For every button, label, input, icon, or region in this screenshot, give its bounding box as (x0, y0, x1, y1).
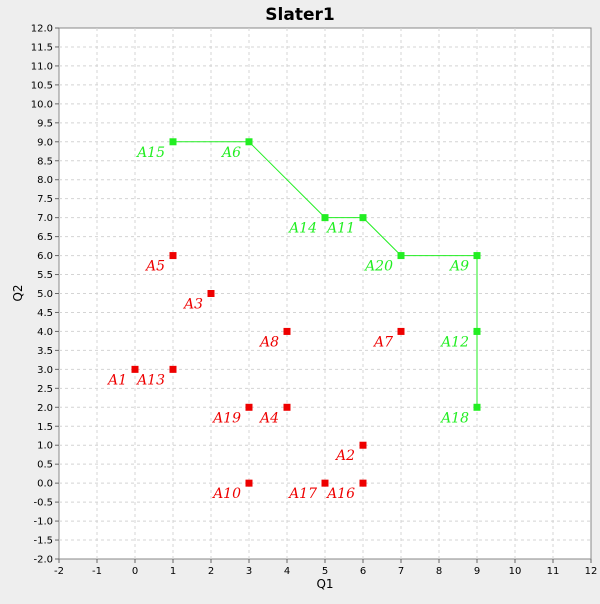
y-tick-label: -1.0 (33, 517, 53, 528)
y-axis-label: Q2 (11, 284, 25, 301)
point-label: A15 (135, 145, 165, 161)
point-label: A20 (363, 259, 393, 275)
y-tick-label: 10.0 (31, 99, 53, 110)
y-tick-label: 3.5 (37, 346, 53, 357)
x-tick-label: 9 (474, 566, 480, 577)
y-tick-label: 10.5 (31, 80, 53, 91)
y-tick-label: 4.5 (37, 308, 53, 319)
point-label: A1 (106, 372, 127, 388)
point-label: A6 (220, 145, 241, 161)
data-point (283, 403, 291, 411)
y-tick-label: 12.0 (31, 24, 53, 35)
data-point (397, 252, 405, 260)
x-tick-label: 6 (360, 566, 366, 577)
x-tick-label: -1 (92, 566, 102, 577)
y-tick-label: 8.0 (37, 175, 53, 186)
y-tick-label: 0.5 (37, 460, 53, 471)
data-points (131, 138, 481, 487)
x-tick-label: 3 (246, 566, 252, 577)
y-tick-label: 8.5 (37, 156, 53, 167)
y-tick-label: 11.0 (31, 61, 53, 72)
x-tick-label: 11 (547, 566, 560, 577)
point-label: A19 (211, 410, 241, 426)
data-point (473, 327, 481, 335)
axes: -2 -1 0 1 2 3 4 5 6 7 8 9 10 11 12-2.0-1.5-1.0-0.50.00… (31, 24, 598, 578)
data-point (245, 138, 253, 146)
y-tick-label: 7.0 (37, 213, 53, 224)
point-label: A5 (144, 259, 165, 275)
point-label: A3 (182, 297, 203, 313)
y-tick-label: 7.5 (37, 194, 53, 205)
point-labels: A1 A13 A5 A3 A8 A7 A19 A4 A2 A10 A17 A16 A15 A6 A14 A11… (106, 145, 469, 502)
y-tick-label: 9.5 (37, 118, 53, 129)
y-tick-label: 5.5 (37, 270, 53, 281)
grid-lines (59, 28, 591, 559)
point-label: A7 (372, 334, 393, 350)
point-label: A12 (439, 334, 469, 350)
y-tick-label: 5.0 (37, 289, 53, 300)
data-point (359, 441, 367, 449)
chart-title: Slater1 (265, 5, 334, 25)
data-point (321, 214, 329, 222)
x-tick-label: 0 (132, 566, 138, 577)
y-tick-label: -2.0 (33, 555, 53, 566)
data-point (207, 290, 215, 297)
x-tick-label: 4 (284, 566, 290, 577)
point-label: A8 (258, 334, 279, 350)
x-tick-label: 5 (322, 566, 328, 577)
y-tick-label: 4.0 (37, 327, 53, 338)
data-point (359, 479, 367, 487)
y-tick-label: 0.0 (37, 479, 53, 490)
y-tick-label: 6.0 (37, 251, 53, 262)
data-point (169, 252, 177, 260)
data-point (169, 138, 177, 146)
y-tick-label: 11.5 (31, 42, 53, 53)
point-label: A10 (211, 486, 241, 502)
data-point (169, 365, 177, 373)
data-point (473, 403, 481, 411)
data-point (245, 479, 253, 487)
y-tick-label: 1.0 (37, 441, 53, 452)
y-tick-label: -1.5 (33, 536, 53, 547)
data-point (283, 327, 291, 335)
data-point (321, 479, 329, 487)
data-point (245, 403, 253, 411)
point-label: A13 (135, 372, 165, 388)
data-point (359, 214, 367, 222)
y-tick-label: 3.0 (37, 365, 53, 376)
point-label: A18 (439, 410, 469, 426)
x-tick-label: 1 (170, 566, 176, 577)
y-tick-label: -0.5 (33, 498, 53, 509)
series-line (173, 141, 478, 408)
y-tick-label: 2.5 (37, 384, 53, 395)
x-tick-label: -2 (54, 566, 64, 577)
x-tick-label: 7 (398, 566, 404, 577)
point-label: A17 (287, 486, 317, 502)
x-tick-label: 10 (509, 566, 522, 577)
y-tick-label: 9.0 (37, 137, 53, 148)
y-tick-label: 2.0 (37, 403, 53, 414)
x-tick-label: 2 (208, 566, 214, 577)
point-label: A9 (448, 259, 469, 275)
y-tick-label: 1.5 (37, 422, 53, 433)
point-label: A4 (258, 410, 279, 426)
x-tick-label: 8 (436, 566, 442, 577)
data-point (397, 327, 405, 335)
x-tick-label: 12 (585, 566, 598, 577)
y-tick-label: 6.5 (37, 232, 53, 243)
point-label: A16 (325, 486, 355, 502)
point-label: A14 (287, 221, 317, 237)
data-point (131, 365, 139, 373)
series-lines (173, 141, 478, 408)
x-axis-label: Q1 (316, 577, 333, 591)
point-label: A11 (325, 221, 355, 237)
point-label: A2 (334, 448, 355, 464)
data-point (473, 252, 481, 260)
